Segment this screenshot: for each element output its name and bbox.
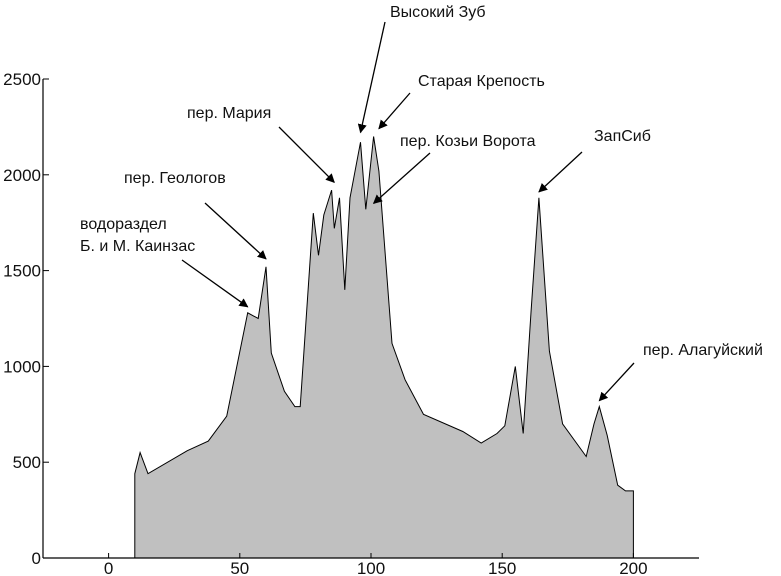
data-point xyxy=(208,440,210,442)
data-point xyxy=(480,442,482,444)
annotations: Высокий Зуб Старая Крепость пер. Мария пер.… xyxy=(80,4,763,402)
data-point xyxy=(318,254,320,256)
data-point xyxy=(365,208,367,210)
data-point xyxy=(312,212,314,214)
data-point xyxy=(585,456,587,458)
data-point xyxy=(265,266,267,268)
y-tick-label: 0 xyxy=(32,549,41,568)
data-point xyxy=(294,406,296,408)
annotation-arrow xyxy=(538,151,583,193)
annotation-arrow xyxy=(204,202,267,260)
annotation-label: пер. Алагуйский xyxy=(643,342,763,359)
y-tick-label: 1000 xyxy=(3,357,41,376)
data-point xyxy=(331,189,333,191)
data-point xyxy=(598,406,600,408)
data-point xyxy=(323,214,325,216)
annotation-arrow xyxy=(278,126,335,183)
area-layer xyxy=(108,136,634,559)
data-point xyxy=(344,289,346,291)
data-point xyxy=(247,312,249,314)
data-point xyxy=(284,391,286,393)
annotation-arrow xyxy=(357,21,386,134)
x-tick-label: 50 xyxy=(230,559,249,576)
data-point xyxy=(462,431,464,433)
data-point xyxy=(549,350,551,352)
data-point xyxy=(360,141,362,143)
annotation-label: пер. Козьи Ворота xyxy=(400,133,536,150)
data-point xyxy=(187,450,189,452)
x-tick-label: 0 xyxy=(104,559,113,576)
annotation-label: ЗапСиб xyxy=(594,128,651,145)
data-point xyxy=(139,452,141,454)
data-point xyxy=(134,473,136,475)
y-tick-label: 2500 xyxy=(3,70,41,89)
annotation-label: Высокий Зуб xyxy=(390,4,486,21)
axes: 0 500 1000 1500 2000 2500 0 50 100 150 200 xyxy=(3,70,699,576)
data-point xyxy=(333,228,335,230)
annotation-label: пер. Мария xyxy=(187,105,271,122)
annotation-arrow xyxy=(181,259,249,308)
annotation-label: Б. и М. Каинзас xyxy=(80,238,195,255)
x-tick-label: 150 xyxy=(488,559,516,576)
data-point xyxy=(530,310,532,312)
annotation-arrow xyxy=(378,92,411,130)
data-point xyxy=(496,433,498,435)
data-point xyxy=(147,473,149,475)
data-point xyxy=(522,433,524,435)
annotation-label: Старая Крепость xyxy=(418,73,545,90)
data-point xyxy=(299,406,301,408)
data-point xyxy=(349,197,351,199)
data-point xyxy=(593,423,595,425)
y-tick-label: 500 xyxy=(13,453,41,472)
data-point xyxy=(562,423,564,425)
x-tick-label: 100 xyxy=(357,559,385,576)
data-point xyxy=(257,318,259,320)
annotation-arrow xyxy=(372,152,431,204)
data-point xyxy=(270,352,272,354)
data-point xyxy=(617,484,619,486)
y-tick-label: 2000 xyxy=(3,166,41,185)
x-tick-label: 200 xyxy=(619,559,647,576)
data-point xyxy=(339,197,341,199)
data-point xyxy=(226,415,228,417)
y-tick-label: 1500 xyxy=(3,262,41,281)
data-point xyxy=(606,435,608,437)
data-point xyxy=(633,490,635,492)
data-point xyxy=(538,197,540,199)
data-point xyxy=(515,366,517,368)
elevation-area-series xyxy=(108,136,634,559)
data-point xyxy=(504,425,506,427)
data-point xyxy=(378,170,380,172)
data-point xyxy=(373,136,375,138)
data-point xyxy=(391,343,393,345)
annotation-label: пер. Геологов xyxy=(124,170,226,187)
data-point xyxy=(404,379,406,381)
annotation-label: водораздел xyxy=(80,216,167,233)
annotation-arrow xyxy=(598,362,635,402)
data-point xyxy=(625,490,627,492)
data-point xyxy=(423,414,425,416)
